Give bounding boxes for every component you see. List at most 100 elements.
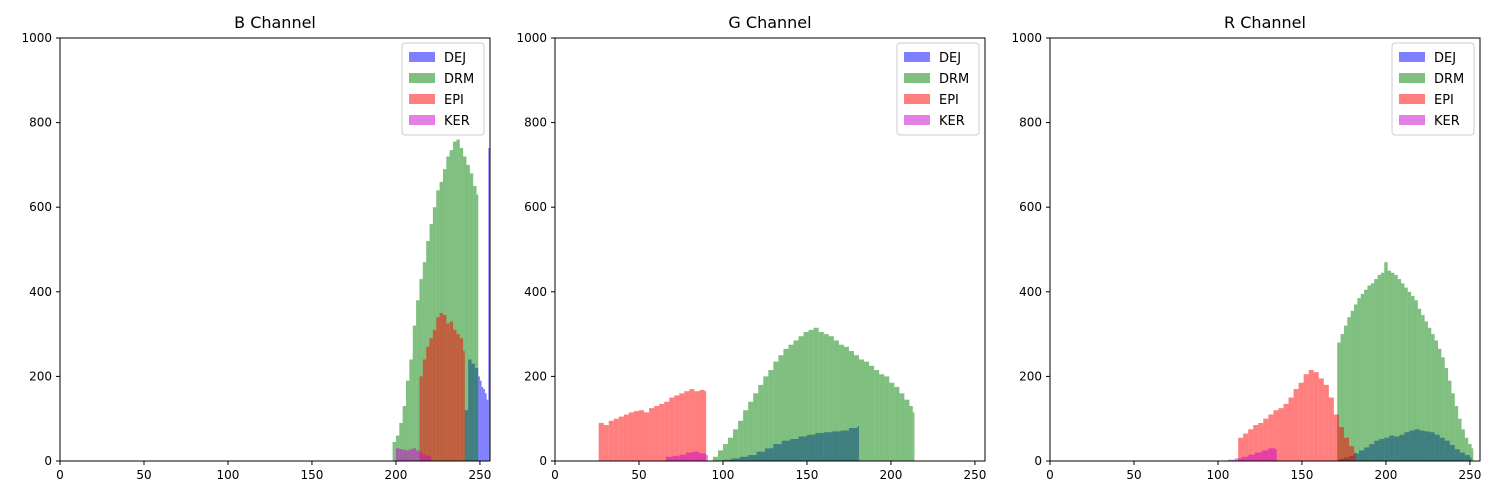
histogram-bar-ker-3: [686, 452, 693, 461]
histogram-bar-dej-4: [478, 376, 480, 461]
x-tick-label: 0: [551, 468, 559, 482]
histogram-bar-drm-7: [748, 401, 754, 461]
legend-label-epi: EPI: [444, 93, 464, 108]
histogram-bar-drm-23: [1414, 300, 1418, 461]
histogram-bar-epi-13: [664, 401, 670, 461]
x-tick-label: 150: [301, 468, 324, 482]
histogram-bar-epi-10: [1288, 397, 1294, 461]
series-ker: [1228, 448, 1277, 461]
histogram-bar-ker-5: [1261, 450, 1269, 461]
x-tick-label: 50: [1126, 468, 1141, 482]
histogram-bar-drm-22: [1411, 296, 1415, 461]
histogram-bar-epi-7: [1273, 410, 1279, 461]
histogram-bar-ker-4: [692, 451, 700, 461]
y-tick-label: 400: [524, 285, 547, 299]
x-tick-label: 200: [1374, 468, 1397, 482]
histogram-bar-drm-10: [1370, 283, 1375, 461]
histogram-bar-drm-1: [1340, 334, 1344, 461]
histogram-bar-ker-10: [429, 456, 432, 461]
x-tick-label: 200: [879, 468, 902, 482]
histogram-bar-epi-11: [654, 406, 660, 461]
histogram-bar-drm-9: [758, 384, 764, 461]
series-ker: [395, 448, 432, 461]
y-tick-label: 600: [29, 200, 52, 214]
y-tick-label: 800: [1019, 116, 1042, 130]
y-tick-label: 1000: [1011, 31, 1042, 45]
histogram-bar-ker-9: [426, 455, 430, 461]
y-tick-label: 600: [1019, 200, 1042, 214]
histogram-bar-ker-4: [1254, 452, 1262, 461]
histogram-bar-drm-26: [843, 346, 849, 461]
histogram-bar-drm-31: [1441, 357, 1445, 461]
histogram-bar-ker-6: [416, 450, 420, 461]
histogram-bar-epi-6: [1268, 414, 1274, 461]
legend-label-dej: DEJ: [939, 51, 961, 66]
histogram-bar-epi-8: [638, 410, 645, 461]
histogram-bar-epi-2: [426, 346, 430, 461]
histogram-bar-dej-6: [481, 386, 484, 461]
x-tick-label: 250: [963, 468, 986, 482]
legend: DEJ DRM EPI KER: [896, 42, 980, 136]
histogram-bar-epi-14: [669, 397, 675, 461]
histogram-bar-epi-6: [439, 312, 443, 461]
histogram-bar-drm-35: [1454, 406, 1459, 461]
chart-title: B Channel: [234, 13, 316, 32]
histogram-bar-epi-3: [613, 418, 619, 461]
histogram-bar-ker-4: [409, 449, 413, 461]
histogram-bar-drm-13: [1380, 272, 1385, 461]
histogram-bar-epi-8: [446, 323, 450, 461]
histogram-bar-epi-2: [608, 420, 614, 461]
histogram-bar-drm-3: [1347, 317, 1351, 461]
legend-swatch-ker: [1399, 115, 1425, 125]
legend-swatch-ker: [409, 115, 435, 125]
y-tick-label: 800: [29, 116, 52, 130]
histogram-bar-drm-39: [909, 406, 913, 461]
histogram-bar-epi-5: [623, 414, 629, 461]
legend-label-ker: KER: [444, 114, 470, 129]
histogram-bar-epi-7: [633, 411, 639, 461]
histogram-bar-ker-5: [412, 448, 417, 461]
histogram-bar-drm-25: [476, 194, 479, 461]
y-tick-label: 400: [29, 285, 52, 299]
histogram-bar-drm-6: [743, 410, 749, 461]
histogram-bar-drm-18: [803, 331, 809, 461]
histogram-bar-drm-27: [848, 351, 854, 461]
histogram-bar-epi-2: [1248, 429, 1254, 461]
histogram-bar-epi-1: [1243, 433, 1249, 461]
histogram-bar-drm-12: [773, 361, 779, 461]
histogram-bar-drm-2: [722, 444, 729, 461]
histogram-bar-epi-3: [1253, 425, 1259, 461]
histogram-bar-drm-4: [406, 380, 410, 461]
histogram-bar-drm-3: [402, 406, 407, 461]
histogram-bar-drm-40: [1471, 448, 1474, 461]
histogram-bar-drm-16: [446, 156, 450, 461]
legend-swatch-epi: [1399, 94, 1425, 104]
histogram-bar-drm-33: [879, 374, 885, 461]
histogram-bar-epi-14: [1308, 370, 1314, 461]
histogram-bar-drm-12: [1377, 274, 1381, 461]
histogram-bar-drm-28: [853, 355, 860, 461]
histogram-bar-drm-19: [1401, 283, 1405, 461]
histogram-bar-dej-9: [486, 399, 489, 461]
histogram-bar-drm-38: [1464, 437, 1469, 461]
legend-box: [401, 42, 485, 136]
histogram-bar-drm-3: [728, 437, 734, 461]
series-epi: [598, 389, 707, 461]
histogram-bar-drm-14: [1384, 262, 1388, 461]
histogram-bar-drm-21: [463, 156, 467, 461]
histogram-bar-epi-21: [1343, 437, 1349, 461]
histogram-bar-epi-19: [1333, 414, 1339, 461]
chart-title: G Channel: [728, 13, 811, 32]
y-tick-label: 200: [29, 369, 52, 383]
histogram-bar-drm-5: [409, 359, 413, 461]
histogram-bar-ker-6: [706, 455, 708, 461]
legend-label-drm: DRM: [939, 72, 969, 87]
histogram-bar-epi-5: [1263, 418, 1269, 461]
histogram-bar-epi-21: [704, 391, 707, 461]
y-tick-label: 800: [524, 116, 547, 130]
histogram-bar-drm-29: [1434, 340, 1439, 461]
legend-swatch-ker: [904, 115, 930, 125]
histogram-bar-drm-16: [1390, 272, 1395, 461]
histogram-bar-drm-28: [1431, 334, 1435, 461]
histogram-bar-drm-19: [808, 329, 814, 461]
